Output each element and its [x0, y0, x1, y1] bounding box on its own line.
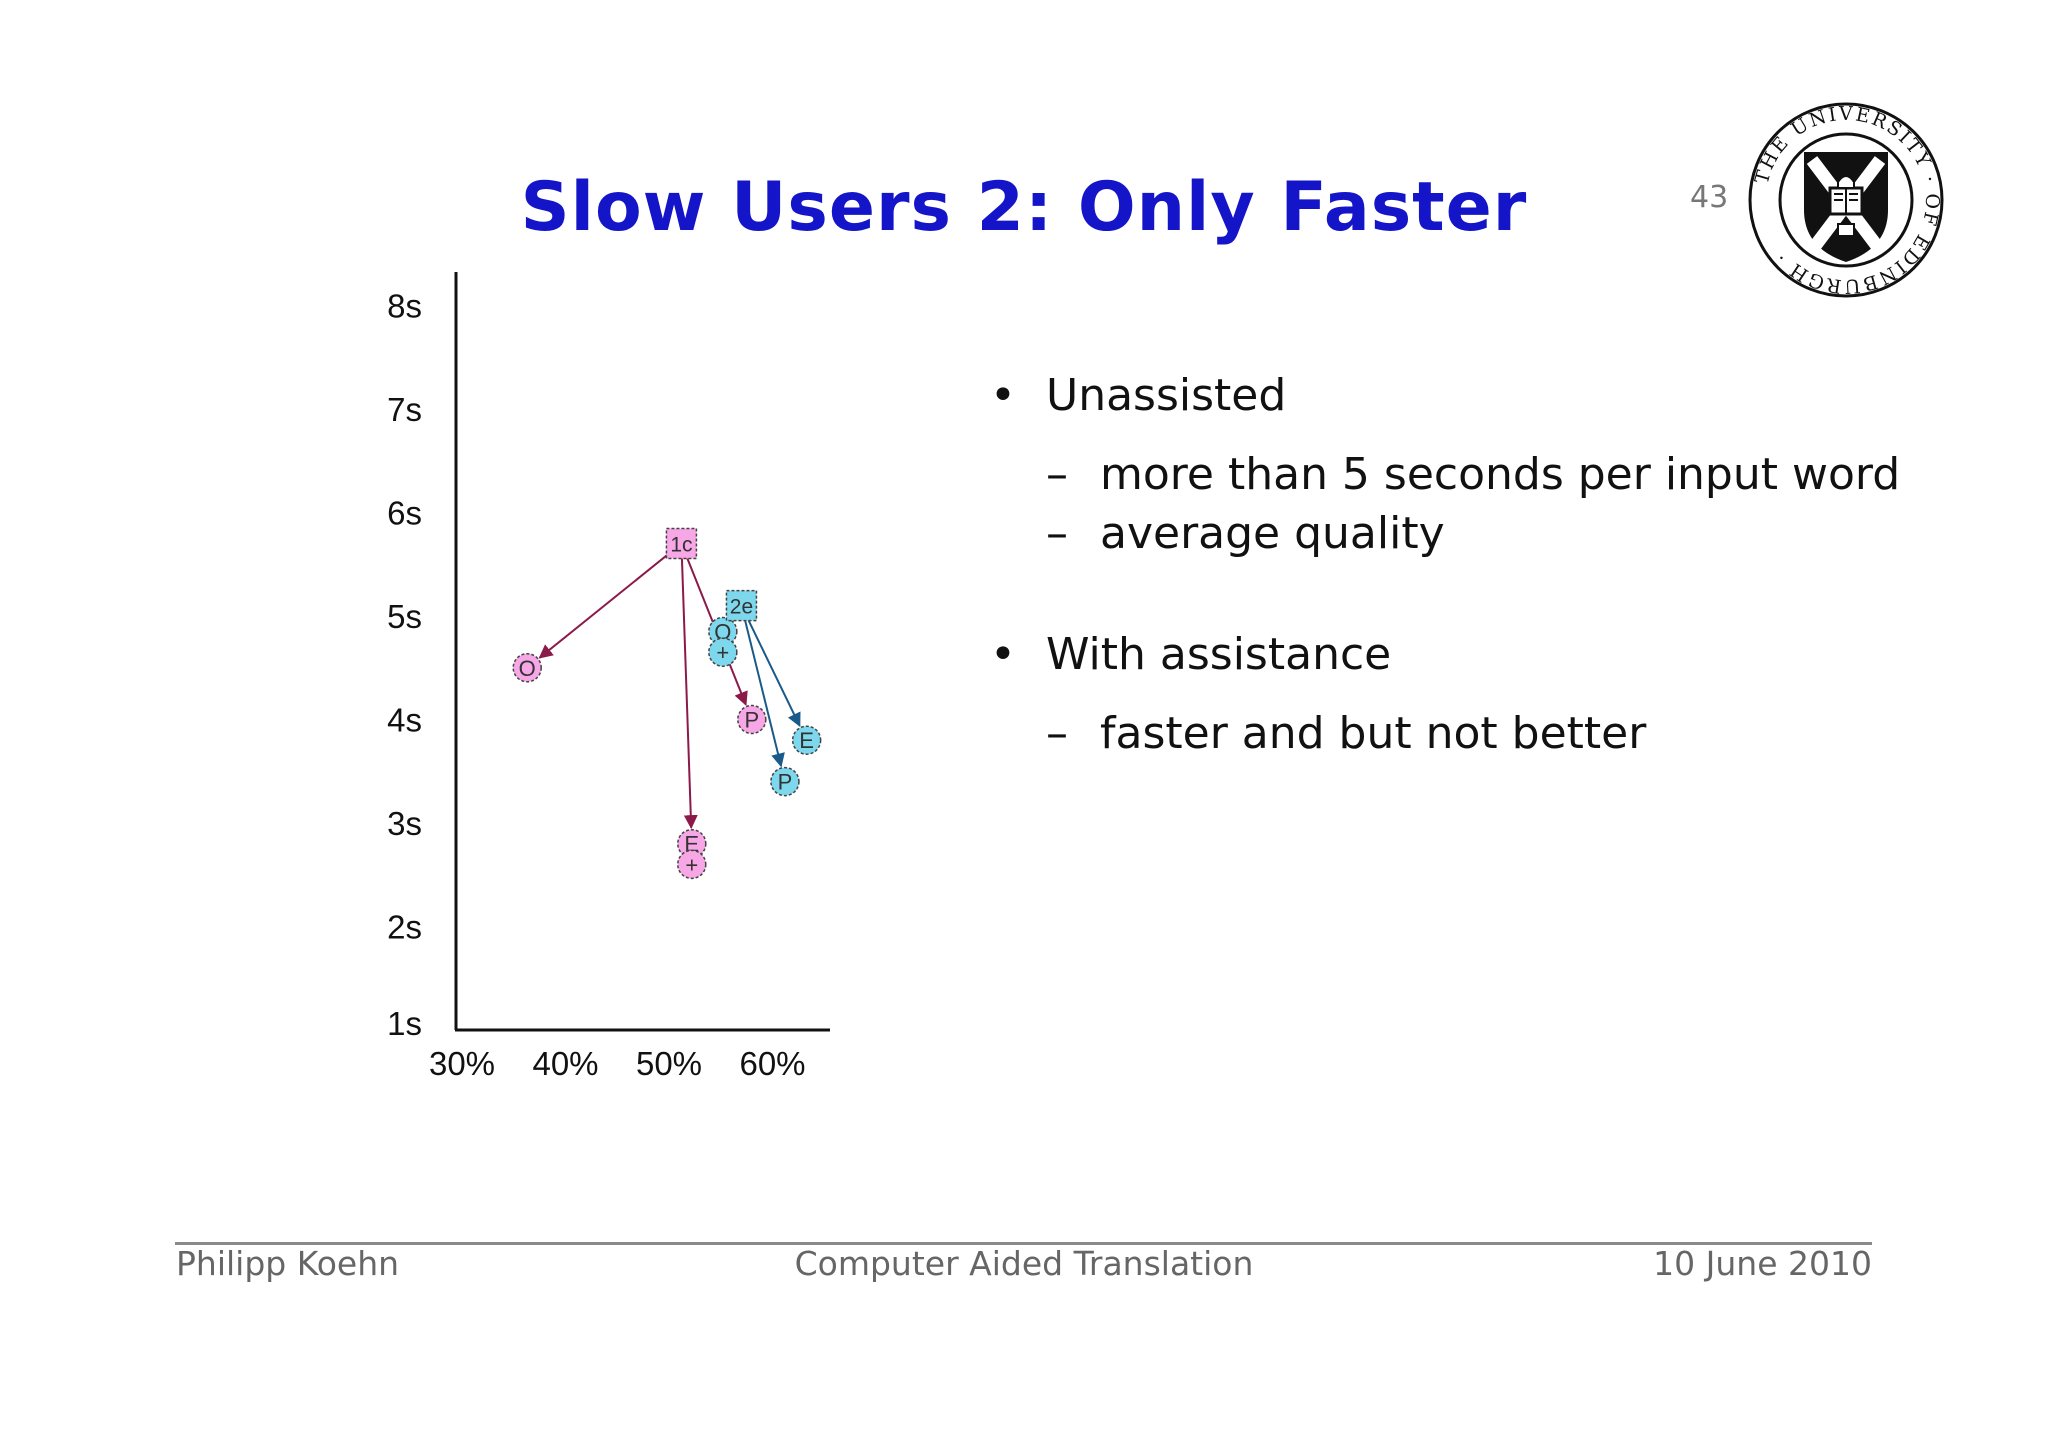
bullet-text: Unassisted	[1046, 370, 1287, 421]
change-arrow	[538, 550, 673, 659]
dash: –	[1046, 449, 1068, 500]
x-tick-label: 50%	[636, 1045, 702, 1082]
user-start-point: 1c	[665, 527, 698, 560]
bullet-text: With assistance	[1046, 629, 1392, 680]
footer-author: Philipp Koehn	[176, 1244, 400, 1283]
x-tick-label: 60%	[739, 1045, 805, 1082]
bullet-list: • Unassisted – more than 5 seconds per i…	[990, 370, 1990, 829]
y-tick-label: 4s	[387, 702, 422, 739]
user-start-label: 2e	[730, 596, 753, 619]
data-point: +	[677, 849, 707, 880]
sub-bullet-item: – average quality	[990, 508, 1990, 559]
y-tick-label: 8s	[387, 288, 422, 325]
y-tick-label: 1s	[387, 1005, 422, 1042]
slide-title: Slow Users 2: Only Faster	[520, 168, 1528, 247]
footer-title: Computer Aided Translation	[794, 1244, 1254, 1283]
university-seal-logo: THE UNIVERSITY · OF EDINBURGH ·	[1748, 102, 1944, 298]
data-point-label: O	[519, 656, 536, 681]
footer-rule	[175, 1242, 1872, 1245]
bullet-item: • Unassisted	[990, 370, 1990, 421]
y-tick-label: 5s	[387, 598, 422, 635]
data-point-label: +	[716, 640, 729, 665]
sub-bullet-text: faster and but not better	[1100, 708, 1647, 759]
bullet-dot: •	[990, 370, 1016, 421]
bullet-item: • With assistance	[990, 629, 1990, 680]
change-arrow	[743, 617, 785, 768]
dash: –	[1046, 708, 1068, 759]
page-number: 43	[1690, 180, 1729, 215]
x-tick-label: 30%	[429, 1045, 495, 1082]
y-tick-label: 7s	[387, 391, 422, 428]
footer-date: 10 June 2010	[1653, 1244, 1872, 1283]
y-tick-label: 6s	[387, 495, 422, 532]
user-start-label: 1c	[670, 534, 692, 557]
data-point: O	[512, 653, 542, 683]
user-start-point: 2e	[725, 589, 758, 622]
bullet-group-unassisted: • Unassisted – more than 5 seconds per i…	[990, 370, 1990, 559]
change-arrow	[745, 616, 801, 728]
bullet-dot: •	[990, 629, 1016, 680]
y-tick-label: 3s	[387, 805, 422, 842]
data-point-label: P	[744, 708, 759, 733]
y-tick-label: 2s	[387, 909, 422, 946]
bullet-group-assisted: • With assistance – faster and but not b…	[990, 629, 1990, 759]
data-point-label: E	[799, 728, 814, 753]
data-point: P	[737, 704, 767, 735]
dash: –	[1046, 508, 1068, 559]
sub-bullet-text: more than 5 seconds per input word	[1100, 449, 1901, 500]
sub-bullet-item: – more than 5 seconds per input word	[990, 449, 1990, 500]
data-point: E	[791, 725, 822, 755]
sub-bullet-text: average quality	[1100, 508, 1445, 559]
data-point: P	[770, 766, 800, 797]
sub-bullet-item: – faster and but not better	[990, 708, 1990, 759]
data-point-label: +	[685, 852, 698, 877]
data-point: +	[708, 637, 738, 667]
change-arrow	[680, 555, 698, 830]
x-tick-label: 40%	[532, 1045, 598, 1082]
data-point-label: P	[778, 770, 793, 795]
